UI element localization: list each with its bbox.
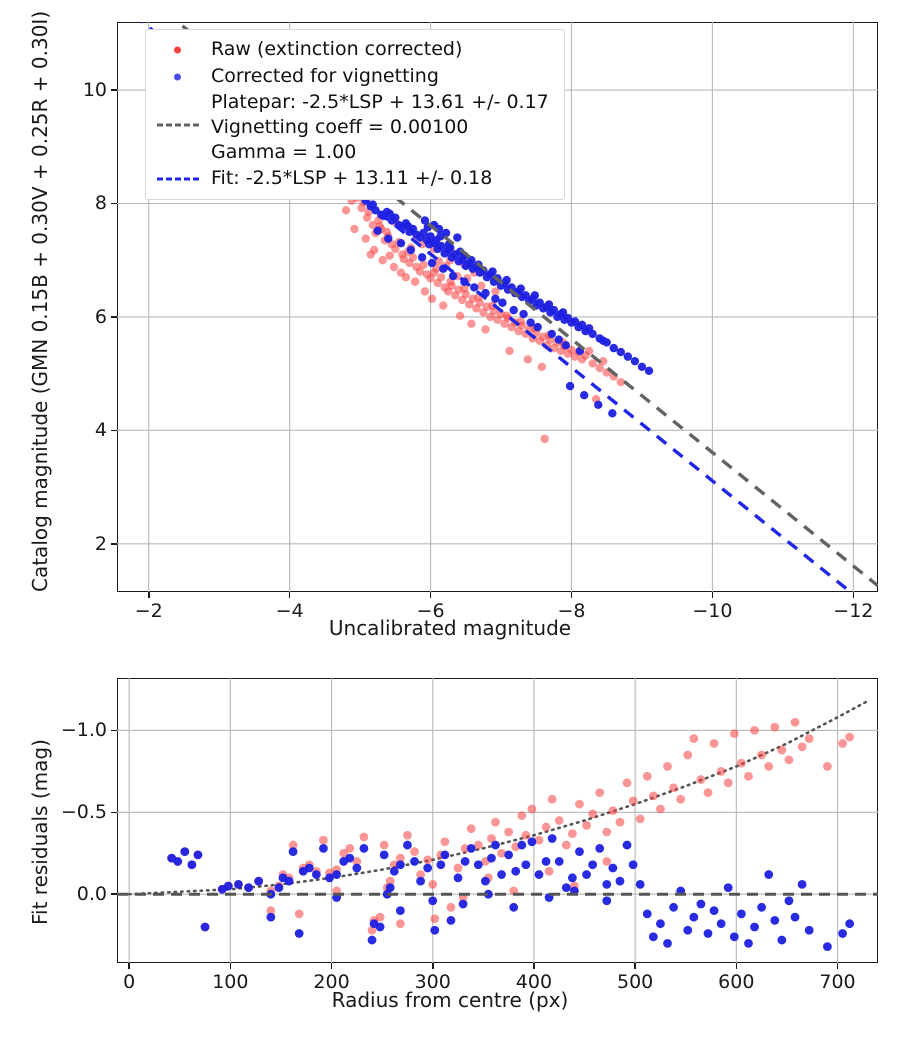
- x-tick-label: 200: [313, 971, 350, 993]
- x-tick-mark: [852, 592, 855, 598]
- legend-label-line: Platepar: -2.5*LSP + 13.61 +/- 0.17: [211, 91, 549, 113]
- y-tick-mark: [111, 89, 117, 91]
- x-tick-mark: [836, 963, 839, 969]
- legend-dashed-line-marker: [155, 114, 201, 136]
- x-tick-label: −4: [275, 600, 304, 622]
- residuals-panel: [117, 678, 878, 963]
- x-tick-mark: [429, 592, 432, 598]
- y-tick-label: 4: [94, 419, 107, 442]
- y-tick-label: 6: [94, 305, 107, 328]
- x-tick-label: −6: [416, 600, 445, 622]
- x-tick-mark: [288, 592, 291, 598]
- x-tick-mark: [735, 963, 738, 969]
- y-tick-mark: [111, 893, 117, 895]
- x-tick-label: −10: [692, 600, 733, 622]
- legend-entry: Raw (extinction corrected): [155, 36, 555, 63]
- legend-label: Raw (extinction corrected): [211, 38, 463, 60]
- x-tick-mark: [634, 963, 636, 969]
- x-tick-mark: [128, 963, 130, 969]
- series-corrected-for-vignetting: [352, 189, 654, 418]
- legend-label: Fit: -2.5*LSP + 13.11 +/- 0.18: [211, 167, 493, 189]
- legend-label-line: Vignetting coeff = 0.00100: [211, 116, 469, 138]
- x-tick-mark: [570, 592, 573, 598]
- x-tick-label: 600: [718, 971, 755, 993]
- calibration-legend: Raw (extinction corrected) Corrected for …: [145, 29, 565, 200]
- legend-label: Platepar: -2.5*LSP + 13.61 +/- 0.17 Vigne…: [211, 90, 549, 165]
- y-tick-label: −0.5: [60, 801, 107, 824]
- x-tick-label: 0: [123, 971, 136, 993]
- calibration-x-axis-title: Uncalibrated magnitude: [328, 616, 572, 640]
- series-raw-extinction-corrected: [167, 717, 855, 935]
- y-tick-label: −1.0: [60, 719, 107, 742]
- x-tick-label: −8: [557, 600, 586, 622]
- legend-line-icon: [157, 177, 199, 180]
- legend-label: Corrected for vignetting: [211, 65, 439, 87]
- y-tick-mark: [111, 316, 117, 318]
- legend-point-icon: [174, 73, 181, 80]
- calibration-y-axis-title: Catalog magnitude (GMN 0.15B + 0.30V + 0…: [28, 10, 52, 592]
- x-tick-label: 100: [212, 971, 249, 993]
- x-tick-label: 400: [515, 971, 553, 993]
- y-tick-label: 8: [94, 192, 107, 215]
- y-tick-label: 0.0: [76, 883, 107, 906]
- x-tick-mark: [711, 592, 714, 598]
- y-tick-mark: [111, 429, 117, 432]
- residuals-x-axis-title: Radius from centre (px): [331, 988, 569, 1012]
- legend-line-icon: [157, 123, 199, 127]
- x-tick-label: −12: [833, 600, 874, 622]
- legend-entry: Corrected for vignetting: [155, 63, 555, 90]
- y-tick-mark: [111, 729, 117, 732]
- x-tick-mark: [229, 963, 232, 969]
- x-tick-label: −2: [134, 600, 163, 622]
- x-tick-mark: [533, 963, 535, 969]
- legend-dot-marker: [155, 66, 201, 88]
- y-tick-label: 2: [94, 532, 107, 555]
- calibration-plot-area: [117, 22, 878, 592]
- legend-point-icon: [174, 46, 181, 53]
- y-tick-label: 10: [82, 79, 107, 102]
- residuals-y-axis-title: Fit residuals (mag): [28, 739, 52, 925]
- y-tick-mark: [111, 811, 117, 814]
- x-tick-mark: [431, 963, 434, 969]
- legend-dashed-line-marker: [155, 168, 201, 190]
- legend-dot-marker: [155, 39, 201, 61]
- legend-entry: Platepar: -2.5*LSP + 13.61 +/- 0.17 Vigne…: [155, 90, 555, 165]
- x-tick-mark: [147, 592, 150, 598]
- series-raw-extinction-corrected: [341, 193, 626, 444]
- series-corrected-for-vignetting: [167, 834, 855, 952]
- x-tick-label: 700: [819, 971, 856, 993]
- x-tick-label: 300: [414, 971, 451, 993]
- y-tick-mark: [111, 202, 117, 205]
- legend-label-line: Gamma = 1.00: [211, 141, 357, 163]
- y-tick-mark: [111, 542, 117, 545]
- x-tick-label: 500: [616, 971, 654, 993]
- legend-entry: Fit: -2.5*LSP + 13.11 +/- 0.18: [155, 165, 555, 192]
- residuals-plot-area: [117, 678, 878, 963]
- x-tick-mark: [330, 963, 333, 969]
